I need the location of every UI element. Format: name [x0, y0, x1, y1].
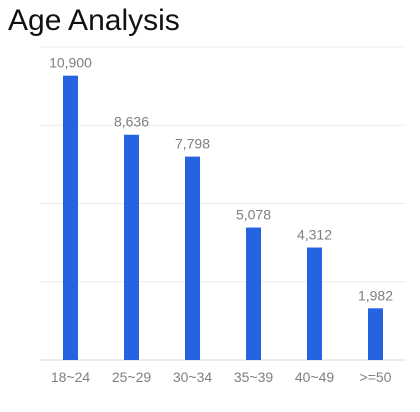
value-label-0: 10,900 [49, 55, 92, 71]
x-tick-label-0: 18~24 [51, 369, 91, 385]
value-label-4: 4,312 [297, 227, 332, 243]
bar-0 [63, 75, 78, 361]
x-tick-label-5: >=50 [360, 369, 392, 385]
chart-title: Age Analysis [8, 4, 180, 37]
x-tick-labels: 18~24 25~29 30~34 35~39 40~49 >=50 [51, 369, 392, 385]
bar-5 [368, 308, 383, 360]
value-label-1: 8,636 [114, 114, 149, 130]
bars [63, 75, 383, 361]
bar-2 [185, 156, 200, 360]
gridlines [40, 46, 406, 361]
value-label-3: 5,078 [236, 207, 271, 223]
bar-4 [307, 247, 322, 360]
x-tick-label-4: 40~49 [295, 369, 335, 385]
x-tick-label-2: 30~34 [173, 369, 213, 385]
value-label-2: 7,798 [175, 136, 210, 152]
bar-3 [246, 227, 261, 360]
value-label-5: 1,982 [358, 287, 393, 303]
x-tick-label-3: 35~39 [234, 369, 274, 385]
bar-1 [124, 134, 139, 360]
value-labels: 10,900 8,636 7,798 5,078 4,312 1,982 [49, 55, 393, 304]
x-tick-label-1: 25~29 [112, 369, 152, 385]
